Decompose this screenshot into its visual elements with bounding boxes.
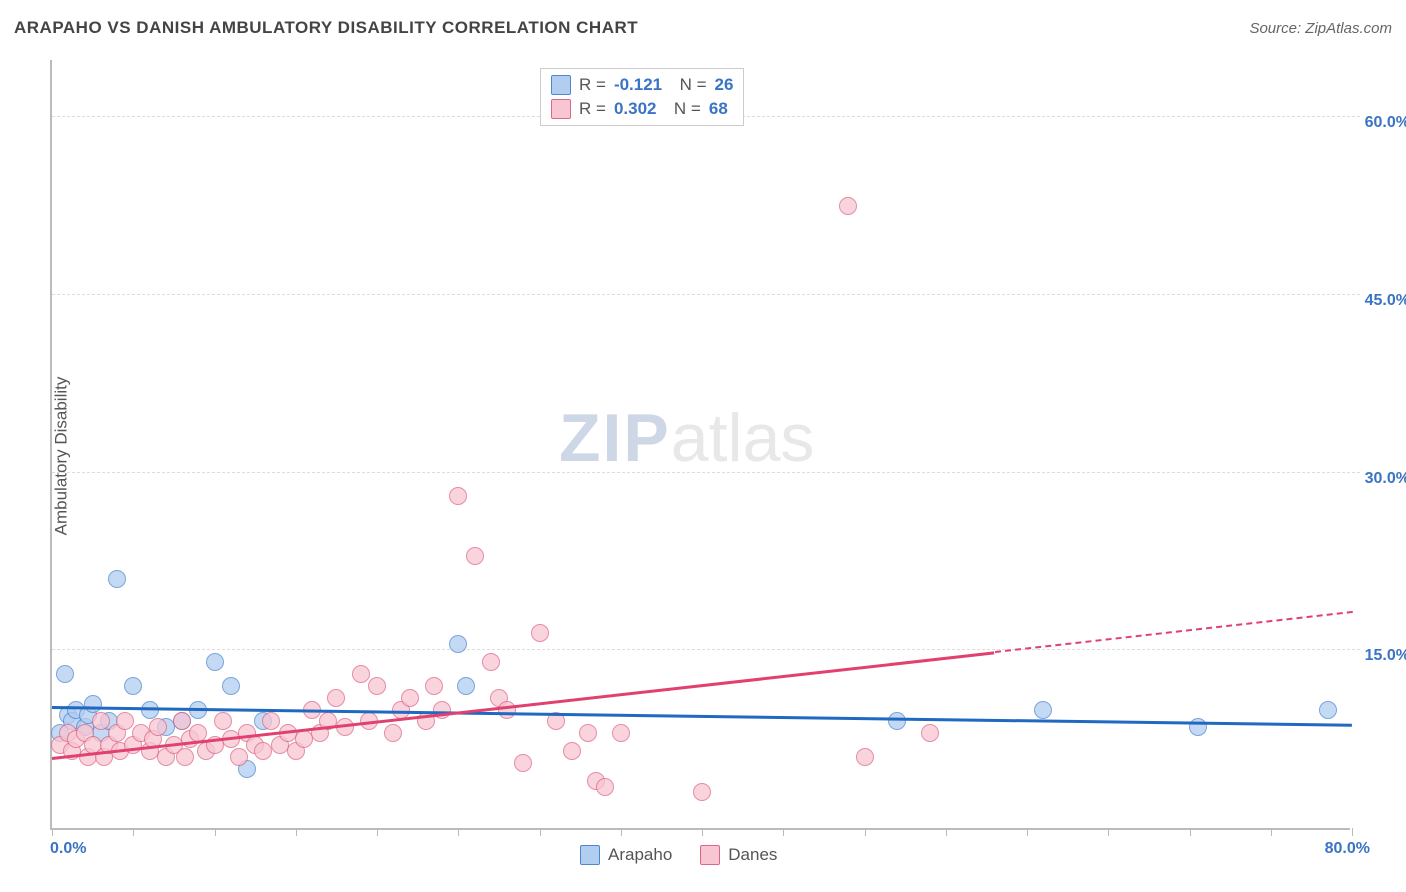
x-tick: [458, 828, 459, 836]
data-point: [888, 712, 906, 730]
gridline: [52, 472, 1360, 473]
x-max-label: 80.0%: [1325, 840, 1370, 858]
data-point: [1319, 701, 1337, 719]
data-point: [384, 724, 402, 742]
x-tick: [296, 828, 297, 836]
stat-n-label: N =: [670, 75, 706, 95]
data-point: [124, 677, 142, 695]
data-point: [693, 783, 711, 801]
scatter-plot: 15.0%30.0%45.0%60.0%0.0%80.0%ZIPatlas: [50, 60, 1350, 830]
stat-r-label: R =: [579, 99, 606, 119]
data-point: [425, 677, 443, 695]
y-tick-label: 60.0%: [1365, 114, 1406, 132]
data-point: [531, 624, 549, 642]
x-tick: [540, 828, 541, 836]
data-point: [466, 547, 484, 565]
data-point: [457, 677, 475, 695]
x-tick: [1027, 828, 1028, 836]
stats-legend: R = -0.121 N = 26R = 0.302 N = 68: [540, 68, 744, 126]
legend-label: Arapaho: [608, 845, 672, 865]
data-point: [176, 748, 194, 766]
data-point: [92, 712, 110, 730]
data-point: [214, 712, 232, 730]
data-point: [116, 712, 134, 730]
x-tick: [1108, 828, 1109, 836]
gridline: [52, 649, 1360, 650]
x-tick: [1271, 828, 1272, 836]
x-tick: [621, 828, 622, 836]
data-point: [149, 718, 167, 736]
stat-r-label: R =: [579, 75, 606, 95]
stat-r-value: 0.302: [614, 99, 657, 119]
y-tick-label: 45.0%: [1365, 292, 1406, 310]
swatch-icon: [580, 845, 600, 865]
legend-label: Danes: [728, 845, 777, 865]
stat-n-label: N =: [664, 99, 700, 119]
x-tick: [1352, 828, 1353, 836]
swatch-icon: [551, 75, 571, 95]
data-point: [230, 748, 248, 766]
gridline: [52, 294, 1360, 295]
data-point: [449, 487, 467, 505]
x-tick: [702, 828, 703, 836]
data-point: [173, 712, 191, 730]
x-tick: [377, 828, 378, 836]
swatch-icon: [551, 99, 571, 119]
chart-title: ARAPAHO VS DANISH AMBULATORY DISABILITY …: [14, 18, 638, 38]
x-tick: [52, 828, 53, 836]
data-point: [839, 197, 857, 215]
data-point: [579, 724, 597, 742]
legend-item: Arapaho: [580, 845, 672, 865]
x-min-label: 0.0%: [50, 840, 86, 858]
stat-r-value: -0.121: [614, 75, 662, 95]
data-point: [1034, 701, 1052, 719]
data-point: [596, 778, 614, 796]
data-point: [222, 677, 240, 695]
x-tick: [1190, 828, 1191, 836]
data-point: [449, 635, 467, 653]
data-point: [352, 665, 370, 683]
data-point: [401, 689, 419, 707]
data-point: [206, 653, 224, 671]
watermark: ZIPatlas: [559, 399, 814, 477]
stat-n-value: 26: [715, 75, 734, 95]
trend-line: [994, 611, 1352, 653]
data-point: [514, 754, 532, 772]
source-label: Source: ZipAtlas.com: [1249, 20, 1392, 37]
swatch-icon: [700, 845, 720, 865]
data-point: [56, 665, 74, 683]
data-point: [856, 748, 874, 766]
x-tick: [783, 828, 784, 836]
data-point: [482, 653, 500, 671]
y-tick-label: 30.0%: [1365, 470, 1406, 488]
series-legend: Arapaho Danes: [580, 845, 777, 865]
y-tick-label: 15.0%: [1365, 647, 1406, 665]
stats-row: R = -0.121 N = 26: [551, 73, 733, 97]
data-point: [327, 689, 345, 707]
x-tick: [946, 828, 947, 836]
data-point: [612, 724, 630, 742]
data-point: [368, 677, 386, 695]
x-tick: [133, 828, 134, 836]
stat-n-value: 68: [709, 99, 728, 119]
data-point: [84, 695, 102, 713]
data-point: [563, 742, 581, 760]
data-point: [108, 570, 126, 588]
data-point: [921, 724, 939, 742]
legend-item: Danes: [700, 845, 777, 865]
x-tick: [215, 828, 216, 836]
stats-row: R = 0.302 N = 68: [551, 97, 733, 121]
x-tick: [865, 828, 866, 836]
data-point: [262, 712, 280, 730]
